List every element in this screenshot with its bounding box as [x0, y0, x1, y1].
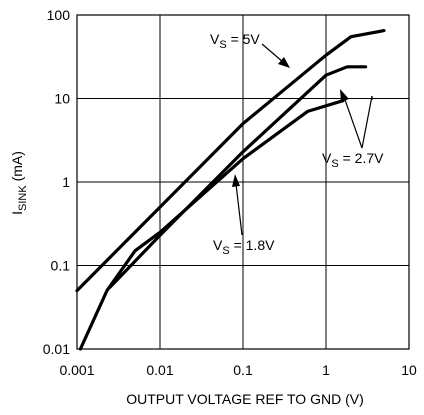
series-line-2: [78, 99, 345, 351]
arrow-2-7v-head: [340, 89, 349, 102]
annotation-vs-1-8v-rest: = 1.8V: [230, 237, 275, 253]
y-axis-label: ISINK (mA): [9, 151, 29, 215]
arrow-5v-line: [261, 43, 284, 63]
annotation-vs-5v: VS = 5V: [210, 31, 260, 51]
x-tick-label: 1: [322, 362, 330, 378]
tick-labels: 0.001 0.01 0.1 1 10 0.01 0.1 1 10 100: [43, 7, 417, 378]
y-tick-label: 0.01: [43, 341, 70, 357]
annotation-vs-5v-rest: = 5V: [227, 31, 261, 47]
annotation-vs-5v-sub: S: [219, 39, 226, 51]
y-tick-label: 10: [54, 91, 70, 107]
series-line-0: [75, 29, 386, 293]
annotation-vs-5v-main: V: [210, 31, 220, 47]
y-tick-label: 100: [47, 7, 71, 23]
y-axis-label-sub: SINK: [17, 185, 29, 211]
arrow-2-7v-line-c: [343, 96, 363, 149]
arrow-1-8v-line: [235, 183, 243, 236]
x-tick-label: 0.01: [146, 362, 173, 378]
y-axis-label-unit: (mA): [9, 151, 25, 185]
annotation-vs-2-7v: VS = 2.7V: [322, 150, 384, 170]
y-axis-label-main: I: [9, 211, 25, 215]
annotation-vs-2-7v-rest: = 2.7V: [339, 150, 384, 166]
y-tick-label: 1: [62, 174, 70, 190]
x-tick-label: 0.001: [59, 362, 94, 378]
svg-text:VS = 2.7V: VS = 2.7V: [322, 150, 384, 170]
annotation-vs-2-7v-main: V: [322, 150, 332, 166]
arrow-2-7v-line-a: [361, 95, 373, 149]
svg-text:VS = 1.8V: VS = 1.8V: [213, 237, 275, 257]
x-tick-label: 10: [401, 362, 417, 378]
svg-text:VS = 5V: VS = 5V: [210, 31, 260, 51]
annotation-arrows: [232, 43, 373, 236]
annotation-vs-2-7v-sub: S: [331, 158, 338, 170]
annotation-vs-1-8v: VS = 1.8V: [213, 237, 275, 257]
curves: [75, 29, 386, 351]
annotation-vs-1-8v-main: V: [213, 237, 223, 253]
arrow-1-8v-head: [232, 174, 240, 187]
x-tick-label: 0.1: [233, 362, 253, 378]
x-axis-label: OUTPUT VOLTAGE REF TO GND (V): [126, 391, 364, 407]
arrow-5v-head: [278, 57, 290, 68]
series-line-1: [108, 65, 368, 289]
grid: [77, 15, 409, 349]
y-tick-label: 0.1: [51, 258, 71, 274]
annotation-vs-1-8v-sub: S: [222, 245, 229, 257]
plot-frame: [76, 14, 410, 350]
